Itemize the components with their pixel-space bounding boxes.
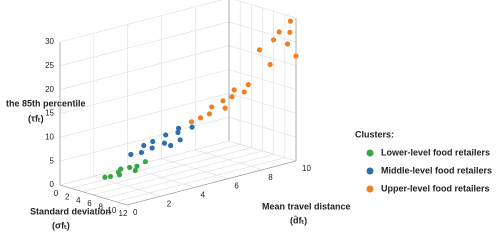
point — [107, 173, 114, 180]
z-tick-label: 25 — [45, 61, 54, 70]
z-axis-symbol: (τfₜ) — [28, 113, 44, 123]
point — [138, 149, 145, 156]
chart: the 85th percentile (τfₜ) Standard devia… — [6, 0, 492, 230]
x-tick-label: 8 — [98, 202, 103, 211]
y-tick-label: 4 — [201, 191, 206, 200]
point — [132, 167, 138, 174]
point — [189, 124, 195, 130]
grid-line — [93, 150, 263, 196]
point — [245, 82, 251, 88]
legend-marker — [366, 167, 374, 175]
y-tick-label: 8 — [268, 173, 273, 182]
z-tick-label: 15 — [45, 109, 54, 118]
point — [168, 142, 174, 149]
grid-line — [59, 69, 230, 114]
point — [222, 105, 228, 111]
x-tick-label: 12 — [119, 209, 128, 218]
z-tick-label: 10 — [45, 132, 54, 141]
axis-line — [126, 160, 297, 206]
point — [127, 164, 133, 171]
y-tick-label: 0 — [133, 208, 138, 217]
point — [241, 89, 247, 95]
point — [175, 129, 181, 136]
point — [141, 142, 147, 149]
y-tick-label: 6 — [234, 182, 239, 191]
z-tick-label: 20 — [45, 85, 54, 94]
point — [161, 140, 168, 146]
x-tick-label: 4 — [76, 196, 81, 205]
grid-line — [59, 116, 230, 162]
point — [256, 47, 263, 53]
point — [287, 29, 293, 35]
z-axis-title: the 85th percentile — [6, 98, 86, 108]
grid-line — [228, 116, 297, 138]
axis-line — [59, 184, 128, 206]
x-tick-label: 0 — [54, 189, 59, 198]
x-axis-symbol: (σfₜ) — [52, 220, 70, 230]
grid-line — [195, 149, 263, 171]
point — [142, 159, 148, 165]
point — [206, 111, 213, 117]
point — [229, 94, 235, 100]
legend-label: Middle-level food retailers — [381, 165, 492, 175]
grid-line — [228, 21, 297, 43]
grid-line — [104, 154, 274, 199]
legend-title: Clusters: — [355, 129, 394, 139]
point — [134, 163, 140, 169]
point — [284, 41, 291, 47]
point — [149, 145, 155, 151]
z-tick-label: 0 — [50, 180, 55, 189]
grid-line — [228, 45, 297, 66]
point — [115, 169, 122, 175]
grid-line — [228, 140, 297, 162]
grid-line — [59, 93, 230, 138]
z-tick-label: 30 — [45, 37, 54, 46]
grid-line — [82, 147, 252, 192]
grid-line — [127, 167, 195, 188]
point — [209, 104, 215, 110]
x-axis-title: Standard deviation — [30, 206, 111, 216]
point — [231, 87, 237, 93]
point — [188, 119, 195, 125]
grid-line — [234, 0, 297, 19]
y-axis-title: Mean travel distance — [262, 201, 351, 211]
legend-label: Upper-level food retailers — [381, 183, 490, 193]
legend-marker — [366, 185, 374, 193]
grid-line — [115, 157, 285, 202]
grid-line — [161, 158, 229, 179]
point — [150, 138, 156, 145]
point — [293, 53, 299, 59]
point — [220, 98, 226, 104]
point — [177, 137, 183, 143]
x-tick-label: 10 — [107, 206, 116, 215]
y-tick-label: 10 — [302, 164, 311, 173]
x-tick-label: 2 — [65, 192, 70, 201]
point — [267, 61, 273, 68]
point — [287, 18, 294, 24]
grid-line — [59, 0, 223, 43]
grid-line — [228, 69, 297, 90]
x-tick-label: 6 — [87, 199, 92, 208]
y-tick-label: 2 — [167, 199, 172, 208]
point — [175, 125, 182, 131]
legend-label: Lower-level food retailers — [381, 147, 490, 157]
legend-marker — [366, 149, 374, 157]
point — [128, 151, 134, 158]
point — [102, 174, 108, 180]
grid-line — [59, 45, 230, 90]
grid-line — [71, 144, 241, 189]
grid-line — [228, 93, 297, 114]
point — [197, 115, 204, 121]
y-axis-symbol: (d̄fₜ) — [290, 215, 307, 225]
point — [163, 132, 169, 138]
point — [270, 37, 277, 43]
z-tick-label: 5 — [50, 156, 55, 165]
grid-line — [59, 21, 230, 67]
point — [276, 29, 282, 35]
